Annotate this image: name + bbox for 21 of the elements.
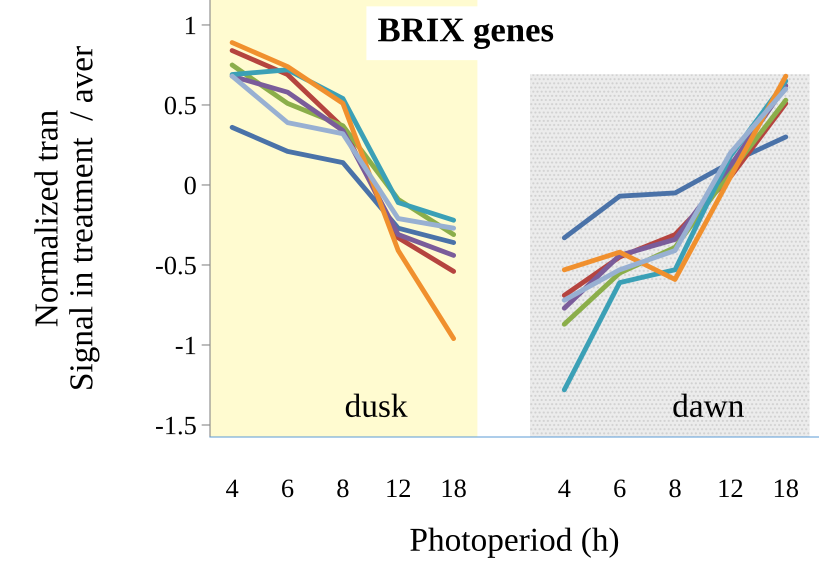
y-axis-title: Normalized tran Signal in treatment / aver bbox=[34, 46, 100, 389]
x-tick-label: 8 bbox=[337, 479, 348, 498]
x-tick-label: 12 bbox=[387, 480, 410, 497]
y-tick-label: -1 bbox=[176, 336, 196, 354]
y-tick-label: -0.5 bbox=[156, 256, 196, 275]
annotation: dawn bbox=[673, 394, 744, 418]
x-tick-label: 8 bbox=[669, 479, 681, 498]
annotation: dusk bbox=[346, 394, 408, 418]
x-tick-label: 6 bbox=[614, 480, 626, 498]
x-tick-label: 4 bbox=[226, 480, 238, 497]
x-tick-label: 12 bbox=[720, 480, 742, 497]
x-tick-label: 6 bbox=[282, 480, 294, 498]
y-tick-label: -1.5 bbox=[156, 416, 196, 435]
x-tick-label: 18 bbox=[774, 479, 798, 498]
y-tick-label: 1 bbox=[186, 16, 196, 34]
y-tick-label: 0.5 bbox=[164, 96, 196, 114]
x-axis-title: Photoperiod (h) bbox=[410, 528, 618, 558]
x-tick-label: 4 bbox=[558, 480, 571, 497]
y-tick-label: 0 bbox=[184, 176, 196, 194]
x-tick-label: 18 bbox=[442, 479, 466, 498]
chart-title: BRIX genes bbox=[378, 18, 554, 49]
